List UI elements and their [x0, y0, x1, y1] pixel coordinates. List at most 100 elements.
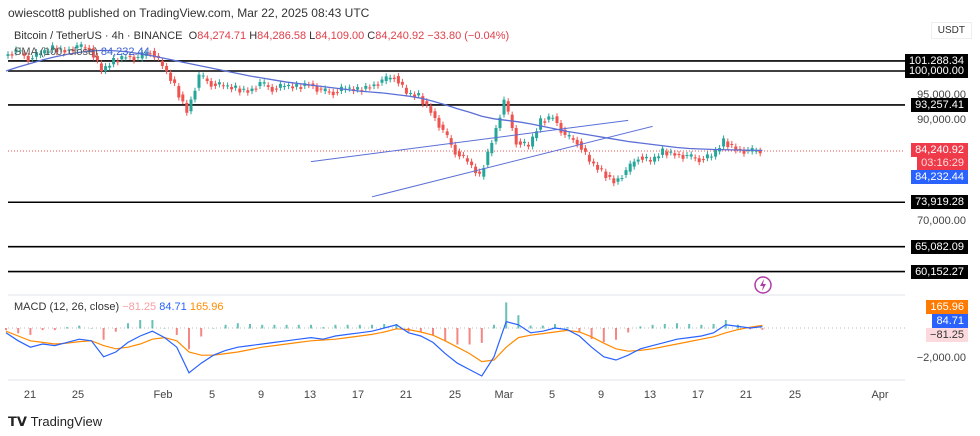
candle	[331, 91, 335, 96]
macd-histogram-bar	[761, 328, 764, 330]
macd-histogram-bar	[322, 327, 325, 329]
candle	[734, 146, 738, 151]
candle	[409, 92, 413, 94]
candle	[63, 50, 67, 53]
candle	[242, 88, 246, 90]
candle	[632, 161, 636, 167]
candle	[140, 52, 144, 59]
macd-histogram-bar	[602, 328, 605, 343]
macd-histogram-bar	[236, 323, 239, 329]
candle	[79, 44, 83, 47]
time-axis-label: 17	[351, 389, 365, 401]
macd-histogram-bar	[419, 328, 422, 333]
macd-histogram-bar	[663, 324, 666, 329]
tradingview-logo[interactable]: 𝗧𝗩 TradingView	[8, 414, 103, 429]
level-price-tag: 60,152.27	[911, 264, 968, 279]
currency-button[interactable]: USDT	[930, 22, 972, 39]
candle	[270, 86, 274, 92]
candle	[726, 141, 730, 147]
candle	[433, 111, 437, 118]
candle	[624, 170, 628, 176]
macd-histogram-bar	[627, 328, 630, 333]
candle	[498, 117, 502, 129]
close-value: 84,240.92	[375, 30, 425, 42]
candle	[173, 79, 177, 84]
macd-line	[5, 320, 763, 377]
candle	[563, 129, 567, 135]
countdown-tag: 03:16:29	[917, 156, 968, 170]
time-axis-label: Feb	[153, 389, 173, 401]
candle	[67, 49, 71, 51]
macd-histogram-bar	[127, 323, 129, 329]
time-axis-label: 21	[23, 389, 37, 401]
time-axis-label: Apr	[871, 389, 889, 401]
level-price-tag: 65,082.09	[911, 239, 968, 254]
candle	[250, 88, 254, 92]
candle	[612, 178, 616, 184]
candle	[754, 150, 758, 152]
candle	[132, 56, 136, 61]
price-axis-label: 70,000.00	[917, 214, 966, 227]
candle	[709, 156, 713, 158]
low-label: L	[309, 30, 316, 42]
lightning-icon[interactable]	[753, 275, 773, 295]
candle	[693, 157, 697, 159]
candle	[531, 136, 535, 147]
symbol-name[interactable]: Bitcoin / TetherUS · 4h · BINANCE	[14, 30, 183, 42]
candle	[701, 159, 705, 161]
candle	[43, 50, 47, 54]
candle	[526, 144, 530, 147]
candle	[453, 144, 457, 155]
time-axis-label: 25	[71, 389, 85, 401]
macd-histogram-bar	[358, 324, 361, 329]
candle	[425, 101, 429, 105]
candle	[152, 50, 156, 58]
candle	[148, 53, 152, 55]
candle	[559, 123, 563, 133]
candle	[600, 168, 604, 170]
candle	[392, 77, 396, 80]
candle	[120, 56, 124, 60]
high-label: H	[249, 30, 258, 42]
macd-histogram-bar	[78, 325, 81, 329]
candle	[55, 48, 59, 53]
candle	[596, 164, 600, 170]
macd-legend[interactable]: MACD (12, 26, close) −81.25 84.71 165.96	[14, 301, 223, 313]
macd-histogram-bar	[395, 324, 398, 329]
candle	[34, 52, 38, 57]
candle	[421, 96, 425, 105]
candle	[514, 128, 518, 145]
candle	[18, 50, 22, 52]
candle	[457, 151, 461, 157]
macd-histogram-bar	[310, 324, 312, 329]
macd-histogram-bar	[676, 323, 678, 329]
candle	[10, 54, 14, 56]
candle	[543, 121, 547, 123]
macd-label: MACD (12, 26, close)	[14, 301, 120, 313]
candle	[335, 92, 339, 94]
candle	[490, 142, 494, 154]
sma-legend[interactable]: SMA (100, close) 84,232.44	[14, 46, 150, 58]
level-price-tag: 73,919.28	[911, 195, 968, 210]
macd-histogram-bar	[66, 327, 68, 329]
publisher-line: owiescott8 published on TradingView.com,…	[8, 6, 370, 20]
candle	[665, 151, 669, 156]
macd-histogram-bar	[41, 328, 44, 331]
candle	[400, 81, 404, 85]
candle	[30, 58, 34, 60]
candle	[384, 76, 388, 82]
candle	[474, 166, 478, 174]
macd-histogram-bar	[712, 324, 715, 329]
candle	[461, 154, 465, 156]
candle	[278, 83, 282, 88]
macd-histogram-bar	[285, 324, 288, 329]
macd-histogram-bar	[175, 328, 178, 335]
candle	[673, 153, 677, 156]
candle	[653, 156, 657, 162]
macd-histogram-bar	[371, 324, 373, 329]
candle	[181, 94, 185, 102]
candle	[213, 83, 217, 86]
candle	[323, 88, 327, 92]
candle	[547, 116, 551, 120]
